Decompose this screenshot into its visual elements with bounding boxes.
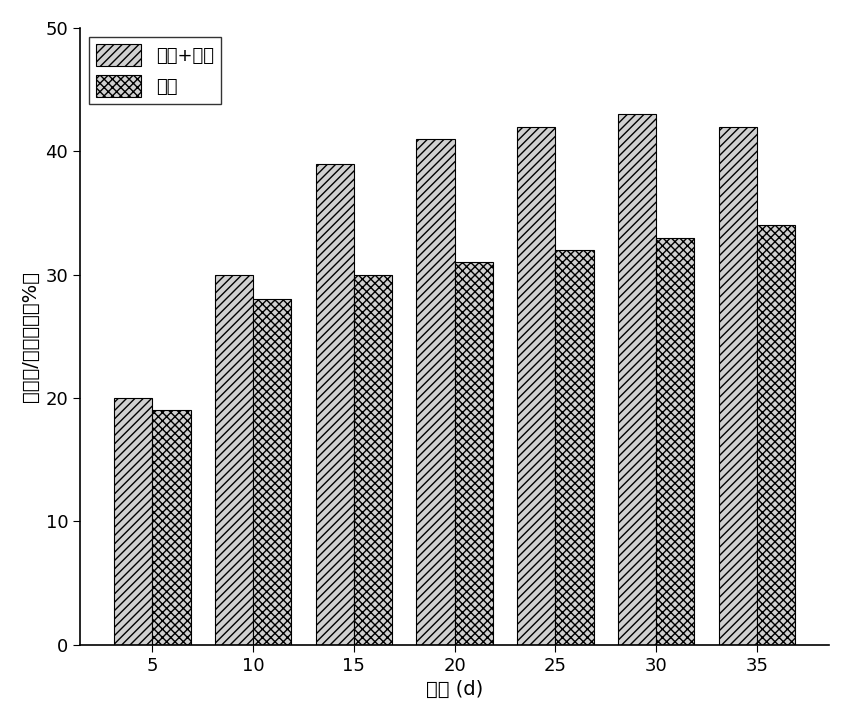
X-axis label: 时间 (d): 时间 (d) xyxy=(426,680,483,699)
Bar xyxy=(517,127,555,645)
Bar xyxy=(354,274,392,645)
Bar xyxy=(114,398,152,645)
Bar xyxy=(555,250,593,645)
Bar xyxy=(215,274,253,645)
Y-axis label: 腐殖酸/总有机碘（%）: 腐殖酸/总有机碘（%） xyxy=(21,271,40,402)
Bar xyxy=(618,114,656,645)
Bar xyxy=(656,238,694,645)
Bar xyxy=(315,163,354,645)
Bar xyxy=(756,225,795,645)
Bar xyxy=(253,300,292,645)
Legend: 底泥+尾菜, 尾菜: 底泥+尾菜, 尾菜 xyxy=(89,37,221,104)
Bar xyxy=(718,127,756,645)
Bar xyxy=(455,262,493,645)
Bar xyxy=(152,410,190,645)
Bar xyxy=(416,139,455,645)
